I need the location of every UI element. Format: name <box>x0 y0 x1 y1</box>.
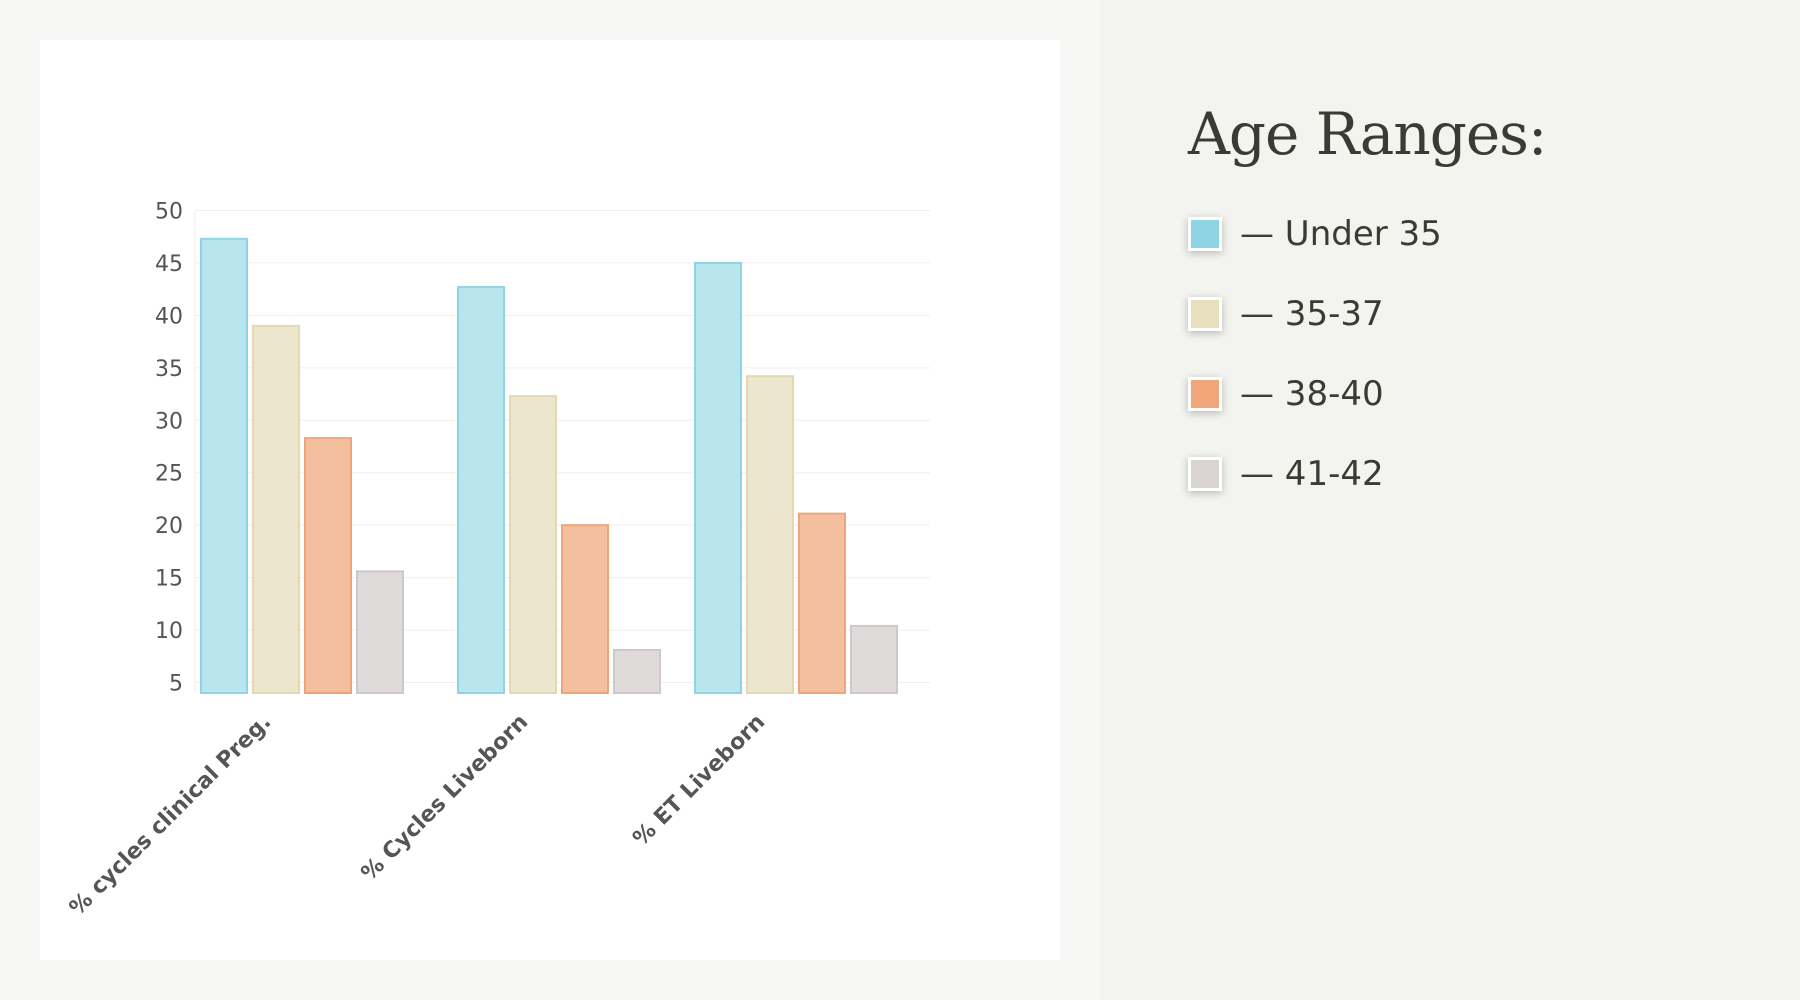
legend-item-under-35: — Under 35 <box>1188 194 1748 274</box>
bar <box>850 624 898 695</box>
bar <box>252 324 300 694</box>
bar <box>356 570 404 695</box>
legend: Age Ranges: — Under 35 — 35-37 — 38-40 —… <box>1188 100 1748 514</box>
legend-swatch <box>1188 297 1222 331</box>
y-tick-label: 35 <box>155 357 183 382</box>
legend-title: Age Ranges: <box>1188 100 1547 168</box>
y-tick-label: 15 <box>155 567 183 592</box>
y-tick-label: 45 <box>155 252 183 277</box>
bar <box>613 648 661 694</box>
bar <box>200 237 248 694</box>
y-tick-label: 50 <box>155 199 183 224</box>
chart-card: 5 10 15 20 25 30 35 40 45 50 % cycles clinical Pr… <box>40 40 1060 960</box>
bar <box>798 512 846 695</box>
bar <box>694 261 742 695</box>
legend-swatch <box>1188 377 1222 411</box>
bar <box>746 375 794 694</box>
x-category-label: % cycles clinical Preg. <box>65 710 276 921</box>
right-panel <box>1100 0 1800 1000</box>
bar <box>457 286 505 694</box>
legend-item-35-37: — 35-37 <box>1188 274 1748 354</box>
legend-label: — 35-37 <box>1240 294 1384 334</box>
y-tick-label: 25 <box>155 462 183 487</box>
legend-label: — 41-42 <box>1240 454 1384 494</box>
y-tick-label: 20 <box>155 514 183 539</box>
bar <box>509 395 557 694</box>
x-category-label: % ET Liveborn <box>628 710 770 852</box>
x-axis-categories: % cycles clinical Preg. % Cycles Liveborn… <box>65 710 770 921</box>
bars <box>200 237 898 695</box>
legend-label: — 38-40 <box>1240 374 1384 414</box>
legend-swatch <box>1188 217 1222 251</box>
y-axis-ticks: 5 10 15 20 25 30 35 40 45 50 <box>155 199 183 696</box>
bar <box>304 437 352 695</box>
legend-swatch <box>1188 457 1222 491</box>
legend-item-38-40: — 38-40 <box>1188 354 1748 434</box>
y-tick-label: 30 <box>155 409 183 434</box>
legend-label: — Under 35 <box>1240 214 1442 254</box>
y-tick-label: 5 <box>169 672 183 697</box>
bar <box>561 524 609 695</box>
legend-item-41-42: — 41-42 <box>1188 434 1748 514</box>
y-tick-label: 40 <box>155 304 183 329</box>
y-tick-label: 10 <box>155 619 183 644</box>
x-category-label: % Cycles Liveborn <box>357 710 534 887</box>
bar-chart: 5 10 15 20 25 30 35 40 45 50 % cycles clinical Pr… <box>65 199 930 921</box>
